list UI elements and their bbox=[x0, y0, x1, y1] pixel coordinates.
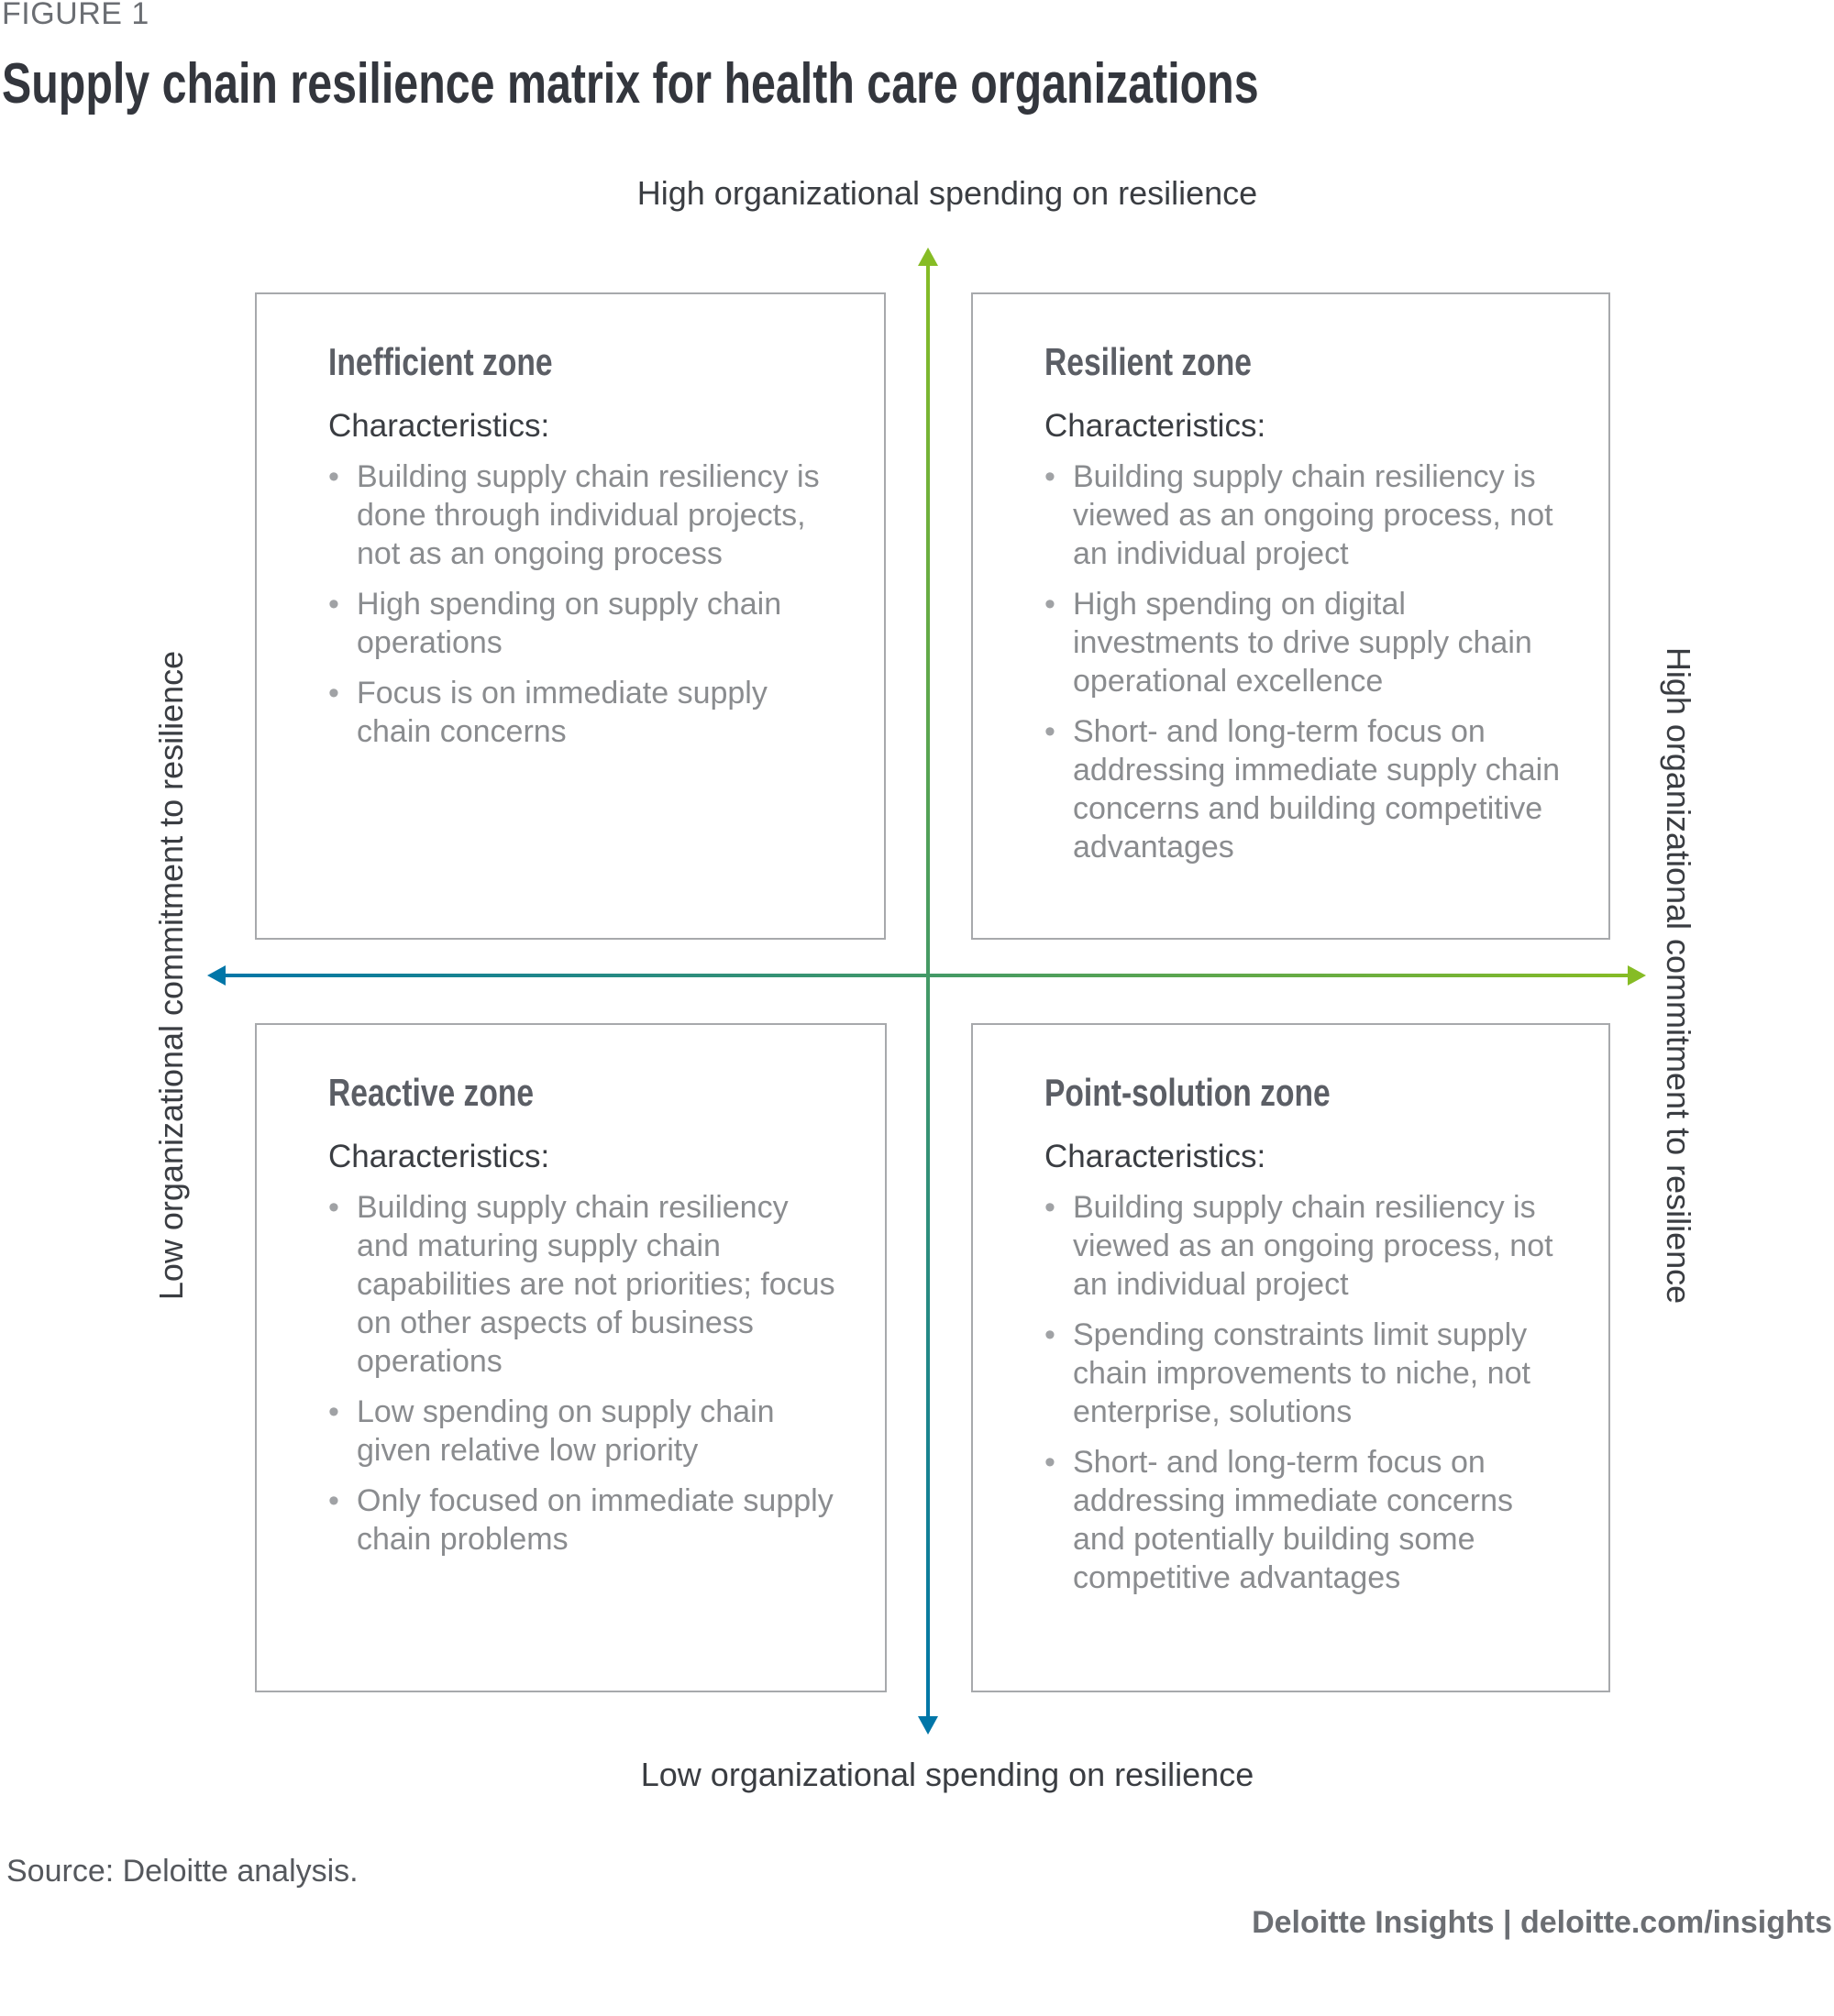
bullet-item: • Building supply chain resiliency is don… bbox=[328, 457, 838, 573]
quadrant-title: Point-solution zone bbox=[1044, 1071, 1331, 1114]
vertical-axis bbox=[926, 257, 930, 1725]
bullet-item: • High spending on supply chain operation… bbox=[328, 585, 838, 662]
footer-credit: Deloitte Insights | deloitte.com/insight… bbox=[1252, 1905, 1832, 1940]
quadrant-inefficient: Inefficient zone Characteristics: • Build… bbox=[255, 292, 886, 940]
bullet-text: Building supply chain resiliency is done… bbox=[357, 459, 820, 571]
quadrant-point-solution: Point-solution zone Characteristics: • Bu… bbox=[971, 1023, 1610, 1692]
bullet-item: • Building supply chain resiliency and ma… bbox=[328, 1188, 839, 1381]
bullet-text: High spending on supply chain operations bbox=[357, 587, 782, 660]
bullet-icon: • bbox=[1044, 714, 1055, 749]
horizontal-axis bbox=[218, 974, 1636, 977]
bullet-item: • Focus is on immediate supply chain conc… bbox=[328, 674, 838, 751]
bullet-text: Building supply chain resiliency is view… bbox=[1073, 1190, 1553, 1302]
figure-label: FIGURE 1 bbox=[2, 0, 149, 31]
axis-label-left: Low organizational commitment to resilie… bbox=[152, 650, 190, 1301]
bullet-text: Focus is on immediate supply chain conce… bbox=[357, 676, 768, 749]
bullet-text: Building supply chain resiliency is view… bbox=[1073, 459, 1553, 571]
bullet-icon: • bbox=[328, 1394, 339, 1429]
bullet-icon: • bbox=[1044, 1317, 1055, 1352]
quadrant-subtitle: Characteristics: bbox=[1044, 408, 1266, 444]
bullet-icon: • bbox=[328, 676, 339, 711]
axis-label-top: High organizational spending on resilien… bbox=[636, 174, 1258, 212]
bullet-text: Spending constraints limit supply chain … bbox=[1073, 1317, 1530, 1429]
bullet-text: High spending on digital investments to … bbox=[1073, 587, 1532, 699]
bullet-icon: • bbox=[328, 1190, 339, 1225]
quadrant-title: Resilient zone bbox=[1044, 340, 1252, 383]
bullet-text: Short- and long-term focus on addressing… bbox=[1073, 714, 1561, 865]
bullet-text: Short- and long-term focus on addressing… bbox=[1073, 1445, 1514, 1595]
bullet-icon: • bbox=[1044, 1445, 1055, 1480]
arrow-up-icon bbox=[918, 248, 938, 266]
quadrant-subtitle: Characteristics: bbox=[328, 1139, 550, 1174]
source-note: Source: Deloitte analysis. bbox=[6, 1854, 359, 1889]
quadrant-reactive: Reactive zone Characteristics: • Building… bbox=[255, 1023, 887, 1692]
bullet-item: • Building supply chain resiliency is vie… bbox=[1044, 457, 1563, 573]
quadrant-subtitle: Characteristics: bbox=[328, 408, 550, 444]
bullet-item: • Short- and long-term focus on addressin… bbox=[1044, 1443, 1563, 1597]
quadrant-title: Reactive zone bbox=[328, 1071, 535, 1114]
bullet-item: • Building supply chain resiliency is vie… bbox=[1044, 1188, 1563, 1304]
bullet-text: Building supply chain resiliency and mat… bbox=[357, 1190, 835, 1379]
bullet-icon: • bbox=[328, 1483, 339, 1518]
arrow-left-icon bbox=[207, 965, 226, 986]
arrow-down-icon bbox=[918, 1716, 938, 1735]
bullet-text: Low spending on supply chain given relat… bbox=[357, 1394, 775, 1468]
bullet-icon: • bbox=[1044, 459, 1055, 494]
axis-label-bottom: Low organizational spending on resilienc… bbox=[640, 1756, 1254, 1793]
bullet-item: • High spending on digital investments to… bbox=[1044, 585, 1563, 700]
arrow-right-icon bbox=[1628, 965, 1646, 986]
bullet-item: • Low spending on supply chain given rela… bbox=[328, 1393, 839, 1470]
quadrant-subtitle: Characteristics: bbox=[1044, 1139, 1266, 1174]
bullet-icon: • bbox=[328, 459, 339, 494]
bullet-icon: • bbox=[1044, 587, 1055, 622]
bullet-text: Only focused on immediate supply chain p… bbox=[357, 1483, 834, 1557]
bullet-item: • Short- and long-term focus on addressin… bbox=[1044, 712, 1563, 866]
bullet-item: • Only focused on immediate supply chain … bbox=[328, 1482, 839, 1559]
bullet-icon: • bbox=[328, 587, 339, 622]
page-title: Supply chain resilience matrix for healt… bbox=[2, 52, 1259, 116]
axis-label-right: High organizational commitment to resili… bbox=[1660, 646, 1697, 1305]
bullet-item: • Spending constraints limit supply chain… bbox=[1044, 1316, 1563, 1431]
quadrant-resilient: Resilient zone Characteristics: • Buildin… bbox=[971, 292, 1610, 940]
bullet-icon: • bbox=[1044, 1190, 1055, 1225]
quadrant-title: Inefficient zone bbox=[328, 340, 553, 383]
